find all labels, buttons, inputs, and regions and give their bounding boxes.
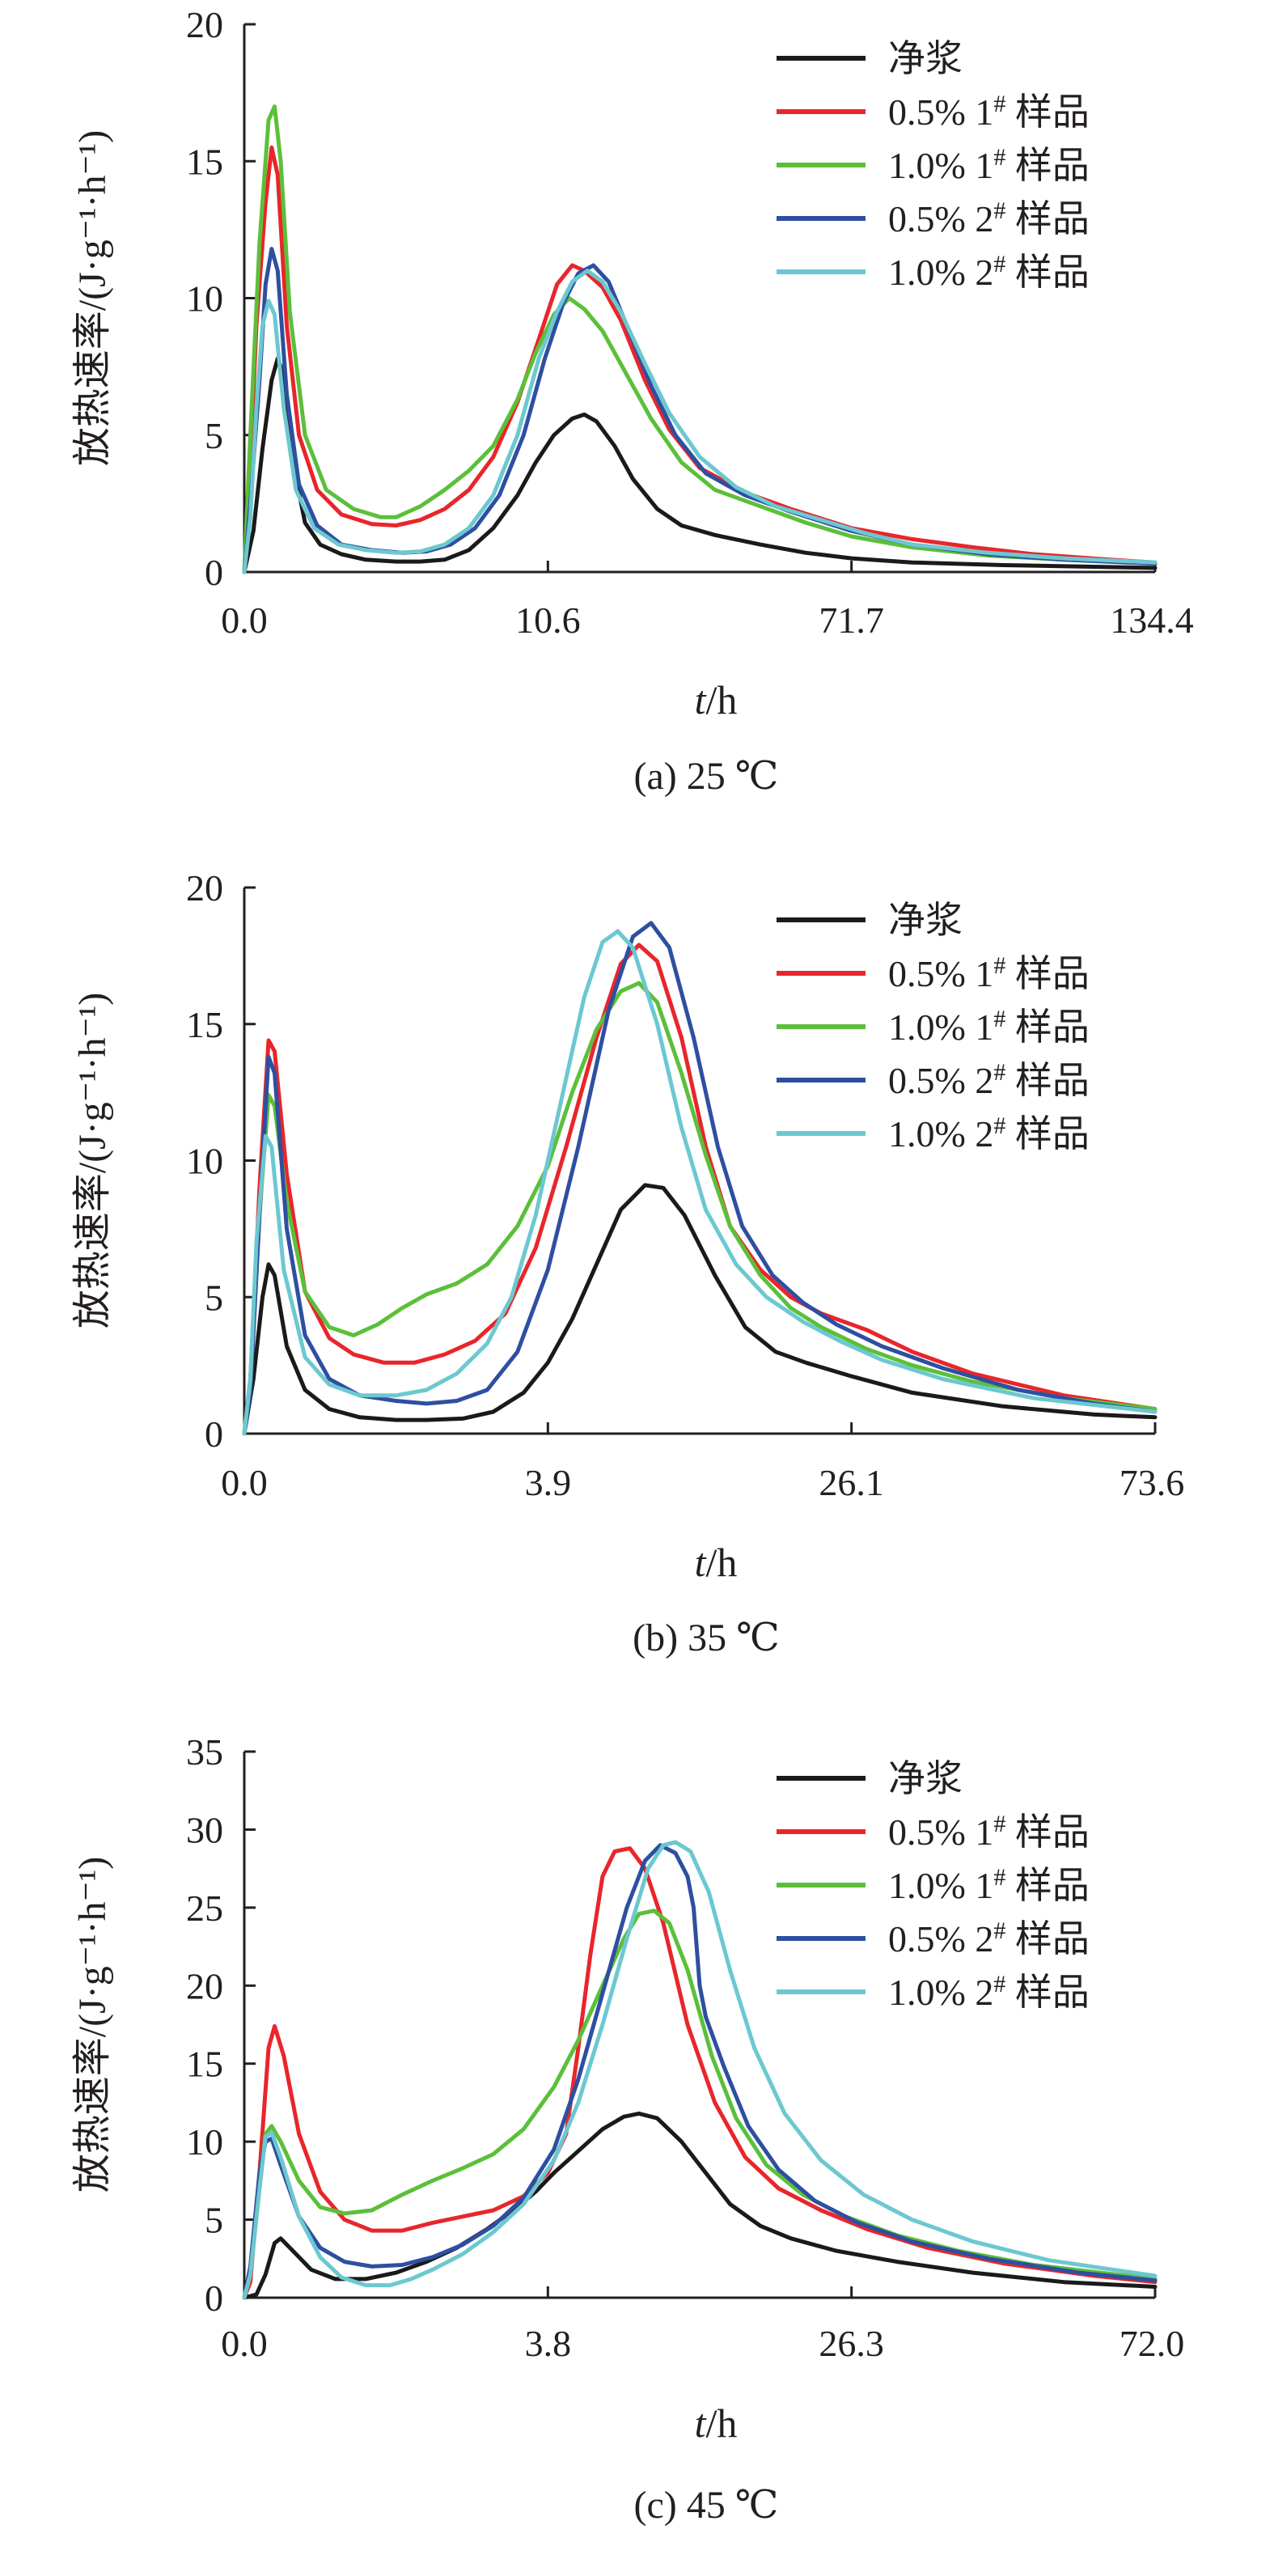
series-line-5 [242, 269, 1158, 574]
legend-label-1: 净浆 [888, 38, 963, 79]
chart-caption: (c) 45 ℃ [634, 2484, 779, 2527]
y-tick-label: 15 [186, 1004, 223, 1045]
legend-label-4: 0.5% 2# 样品 [888, 1917, 1090, 1960]
y-tick-label: 0 [205, 552, 223, 593]
x-tick-label: 3.8 [525, 2323, 572, 2364]
x-tick-label: 71.7 [819, 600, 884, 641]
x-tick-label: 73.6 [1120, 1462, 1185, 1503]
x-tick-label: 0.0 [221, 600, 268, 641]
chart-panel-a: 0 5 10 15 20 0.0 10.6 71.7 134.4 t/h 放热速率/(J·g⁻¹·h… [71, 4, 1194, 798]
x-tick-label: 0.0 [221, 1462, 268, 1503]
chart-panel-c: 0 5 10 15 20 25 30 35 0.0 3.8 26.3 72.0 t/h 放热速率/(J·g… [71, 1731, 1184, 2527]
y-tick-label: 30 [186, 1809, 223, 1850]
y-tick-label: 35 [186, 1731, 223, 1773]
series-line-1 [242, 2111, 1158, 2300]
legend-label-5: 1.0% 2# 样品 [888, 1112, 1090, 1155]
x-tick-label: 10.6 [515, 600, 581, 641]
y-tick-label: 15 [186, 2044, 223, 2085]
series-line-5 [242, 929, 1158, 1436]
y-axis-label: 放热速率/(J·g⁻¹·h⁻¹) [71, 993, 114, 1328]
x-axis-label: t/h [695, 1540, 738, 1585]
y-tick-label: 5 [205, 2200, 223, 2241]
y-tick-label: 0 [205, 2277, 223, 2319]
x-tick-label: 3.9 [525, 1462, 572, 1503]
y-tick-label: 20 [186, 867, 223, 909]
y-axis-label: 放热速率/(J·g⁻¹·h⁻¹) [71, 130, 114, 466]
series-line-5 [242, 1840, 1158, 2300]
y-tick-label: 20 [186, 1965, 223, 2006]
legend-label-2: 0.5% 1# 样品 [888, 952, 1090, 995]
series-line-2 [242, 1846, 1158, 2300]
x-tick-label: 26.1 [819, 1462, 884, 1503]
y-tick-label: 10 [186, 1141, 223, 1182]
y-tick-label: 5 [205, 1277, 223, 1318]
y-tick-label: 25 [186, 1888, 223, 1929]
legend: 净浆 0.5% 1# 样品 1.0% 1# 样品 0.5% 2# 样品 1.0% 2# … [777, 900, 1090, 1155]
series-line-1 [242, 1183, 1158, 1436]
x-axis-label: t/h [695, 677, 738, 722]
legend-label-5: 1.0% 2# 样品 [888, 1971, 1090, 2014]
legend-label-3: 1.0% 1# 样品 [888, 144, 1090, 187]
y-tick-label: 0 [205, 1413, 223, 1455]
legend-label-5: 1.0% 2# 样品 [888, 251, 1090, 294]
legend-label-2: 0.5% 1# 样品 [888, 91, 1090, 133]
legend: 净浆 0.5% 1# 样品 1.0% 1# 样品 0.5% 2# 样品 1.0% 2# … [777, 1758, 1090, 2013]
series-line-3 [242, 981, 1158, 1436]
chart-panel-b: 0 5 10 15 20 0.0 3.9 26.1 73.6 t/h 放热速率/(J·g⁻¹·h⁻¹… [71, 867, 1184, 1659]
y-axis-label: 放热速率/(J·g⁻¹·h⁻¹) [71, 1857, 114, 2193]
legend-label-3: 1.0% 1# 样品 [888, 1006, 1090, 1049]
y-tick-label: 15 [186, 141, 223, 182]
series-line-3 [242, 1909, 1158, 2300]
legend-label-4: 0.5% 2# 样品 [888, 197, 1090, 240]
x-tick-label: 72.0 [1120, 2323, 1185, 2364]
legend-label-2: 0.5% 1# 样品 [888, 1811, 1090, 1854]
legend: 净浆 0.5% 1# 样品 1.0% 1# 样品 0.5% 2# 样品 1.0% 2# … [777, 38, 1090, 293]
series-line-3 [242, 104, 1158, 574]
y-tick-label: 10 [186, 2121, 223, 2163]
legend-label-1: 净浆 [888, 900, 963, 941]
legend-label-1: 净浆 [888, 1758, 963, 1799]
chart-caption: (b) 35 ℃ [633, 1616, 780, 1659]
x-tick-label: 134.4 [1110, 600, 1194, 641]
legend-label-4: 0.5% 2# 样品 [888, 1059, 1090, 1102]
y-tick-label: 20 [186, 4, 223, 45]
x-tick-label: 26.3 [819, 2323, 884, 2364]
chart-caption: (a) 25 ℃ [634, 755, 779, 798]
legend-label-3: 1.0% 1# 样品 [888, 1864, 1090, 1907]
series-line-4 [242, 921, 1158, 1436]
y-tick-label: 10 [186, 278, 223, 320]
x-axis-label: t/h [695, 2400, 738, 2446]
y-tick-label: 5 [205, 415, 223, 456]
x-tick-label: 0.0 [221, 2323, 268, 2364]
